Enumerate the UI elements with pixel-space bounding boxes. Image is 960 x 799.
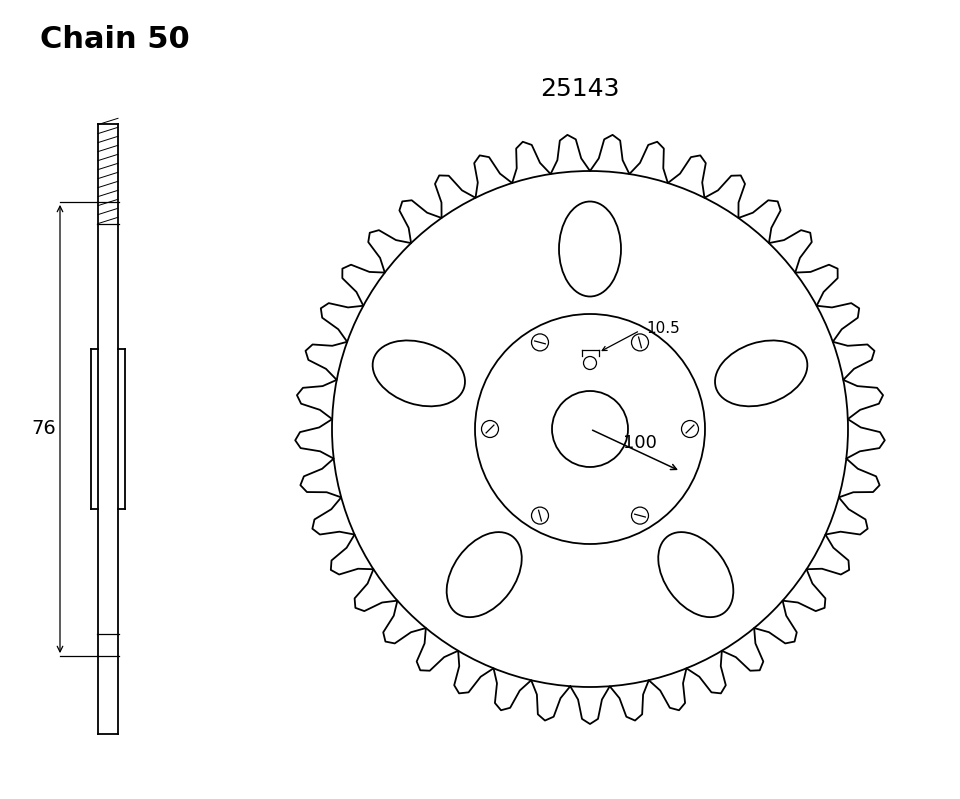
Text: 100: 100 bbox=[623, 434, 657, 452]
Text: Chain 50: Chain 50 bbox=[40, 25, 190, 54]
Text: 76: 76 bbox=[32, 419, 57, 439]
Text: 10.5: 10.5 bbox=[646, 321, 680, 336]
Text: 25143: 25143 bbox=[540, 77, 620, 101]
